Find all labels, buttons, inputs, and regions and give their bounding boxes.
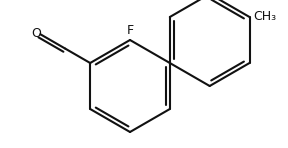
Text: O: O [31, 27, 41, 40]
Text: CH₃: CH₃ [253, 9, 276, 22]
Text: F: F [126, 24, 134, 37]
